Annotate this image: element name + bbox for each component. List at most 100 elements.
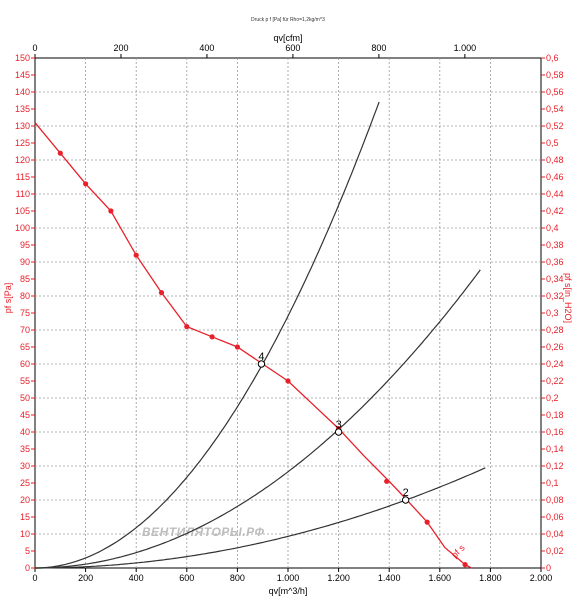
y-left-tick-label: 45 bbox=[20, 410, 30, 420]
x-bottom-tick-label: 2.000 bbox=[530, 573, 553, 583]
y-right-tick-label: 0,06 bbox=[546, 512, 564, 522]
y-right-tick-label: 0 bbox=[546, 563, 551, 573]
y-right-tick-label: 0,46 bbox=[546, 172, 564, 182]
y-right-tick-label: 0,44 bbox=[546, 189, 564, 199]
y-left-tick-label: 65 bbox=[20, 342, 30, 352]
x-top-tick-label: 1.000 bbox=[454, 43, 477, 53]
watermark-text: ВЕНТИЛЯТОРЫ.РФ bbox=[142, 525, 265, 539]
y-left-tick-label: 125 bbox=[15, 138, 30, 148]
y-right-tick-label: 0,38 bbox=[546, 240, 564, 250]
y-right-tick-label: 0,5 bbox=[546, 138, 559, 148]
y-left-tick-label: 55 bbox=[20, 376, 30, 386]
x-bottom-tick-label: 1.800 bbox=[479, 573, 502, 583]
fan-curve-marker bbox=[133, 252, 139, 258]
y-left-tick-label: 140 bbox=[15, 87, 30, 97]
y-right-tick-label: 0,48 bbox=[546, 155, 564, 165]
y-right-tick-label: 0,1 bbox=[546, 478, 559, 488]
y-left-tick-label: 100 bbox=[15, 223, 30, 233]
x-bottom-tick-label: 400 bbox=[129, 573, 144, 583]
x-top-tick-label: 0 bbox=[32, 43, 37, 53]
y-left-tick-label: 40 bbox=[20, 427, 30, 437]
y-right-tick-label: 0,58 bbox=[546, 70, 564, 80]
x-top-tick-label: 600 bbox=[285, 43, 300, 53]
x-bottom-tick-label: 1.200 bbox=[327, 573, 350, 583]
y-right-tick-label: 0,16 bbox=[546, 427, 564, 437]
y-left-tick-label: 50 bbox=[20, 393, 30, 403]
fan-curve-marker bbox=[83, 181, 89, 187]
y-right-tick-label: 0,3 bbox=[546, 308, 559, 318]
fan-curve-marker bbox=[158, 290, 165, 296]
y-left-tick-label: 135 bbox=[15, 104, 30, 114]
y-right-tick-label: 0,24 bbox=[546, 359, 564, 369]
x-bottom-tick-label: 600 bbox=[179, 573, 194, 583]
x-top-tick-label: 800 bbox=[371, 43, 386, 53]
x-axis-top-label: qv[cfm] bbox=[273, 33, 302, 43]
y-left-tick-label: 75 bbox=[20, 308, 30, 318]
y-right-tick-label: 0,08 bbox=[546, 495, 564, 505]
y-left-tick-label: 10 bbox=[20, 529, 30, 539]
y-right-tick-label: 0,28 bbox=[546, 325, 564, 335]
fan-curve-marker bbox=[285, 378, 291, 384]
y-right-tick-label: 0,34 bbox=[546, 274, 564, 284]
x-top-tick-label: 200 bbox=[113, 43, 128, 53]
y-left-tick-label: 95 bbox=[20, 240, 30, 250]
y-right-tick-label: 0,52 bbox=[546, 121, 564, 131]
fan-curve-marker bbox=[108, 208, 114, 214]
y-left-tick-label: 110 bbox=[16, 189, 30, 199]
system-curve-2 bbox=[35, 467, 486, 569]
fan-curve-marker bbox=[57, 150, 63, 156]
operating-points: 4 3 2 bbox=[257, 351, 410, 504]
y-left-tick-label: 35 bbox=[20, 444, 30, 454]
y-left-tick-label: 85 bbox=[20, 274, 30, 284]
system-curve-3 bbox=[35, 269, 481, 569]
y-right-tick-label: 0,14 bbox=[546, 444, 564, 454]
y-left-tick-label: 115 bbox=[16, 172, 30, 182]
axis-ticks: 0 200 400 600 800 1.000 1.200 1.400 1.600 1.800 2.… bbox=[15, 43, 564, 583]
y-left-tick-label: 60 bbox=[20, 359, 30, 369]
x-axis-bottom-label: qv[m^3/h] bbox=[269, 586, 308, 596]
chart-title: Druck p f [Pa] für Rho=1,2kg/m^3 bbox=[251, 17, 325, 23]
y-left-tick-label: 120 bbox=[15, 155, 30, 165]
y-right-tick-label: 0,26 bbox=[546, 342, 564, 352]
operating-point-2 bbox=[401, 496, 410, 504]
x-bottom-tick-label: 1.000 bbox=[277, 573, 300, 583]
y-right-tick-label: 0,02 bbox=[546, 546, 564, 556]
y-right-tick-label: 0,56 bbox=[546, 87, 564, 97]
fan-curve-marker bbox=[462, 562, 468, 568]
y-left-tick-label: 5 bbox=[25, 546, 30, 556]
fan-curve-marker bbox=[424, 519, 430, 525]
y-left-tick-label: 130 bbox=[15, 121, 30, 131]
y-left-tick-label: 0 bbox=[25, 563, 30, 573]
y-axis-right-label: pf s[in_H2O] bbox=[563, 273, 573, 323]
y-left-tick-label: 70 bbox=[20, 325, 30, 335]
y-left-tick-label: 105 bbox=[15, 206, 30, 216]
y-left-tick-label: 150 bbox=[15, 53, 30, 63]
y-right-tick-label: 0,42 bbox=[546, 206, 564, 216]
y-axis-left-label: pf s[Pa] bbox=[3, 283, 13, 314]
y-right-tick-label: 0,04 bbox=[546, 529, 564, 539]
fan-curve-marker bbox=[209, 334, 215, 340]
y-left-tick-label: 20 bbox=[20, 495, 30, 505]
y-right-tick-label: 0,6 bbox=[546, 53, 559, 63]
y-right-tick-label: 0,12 bbox=[546, 461, 564, 471]
y-right-tick-label: 0,36 bbox=[546, 257, 564, 267]
y-right-tick-label: 0,54 bbox=[546, 104, 564, 114]
x-bottom-tick-label: 1.600 bbox=[429, 573, 452, 583]
fan-curve-marker bbox=[384, 478, 390, 484]
operating-point-4 bbox=[257, 360, 266, 368]
y-right-tick-label: 0,2 bbox=[546, 393, 559, 403]
x-bottom-tick-label: 0 bbox=[32, 573, 37, 583]
y-left-tick-label: 80 bbox=[20, 291, 30, 301]
x-bottom-tick-label: 800 bbox=[230, 573, 245, 583]
y-left-tick-label: 145 bbox=[15, 70, 30, 80]
operating-point-label-3: 3 bbox=[336, 419, 342, 431]
x-bottom-tick-label: 1.400 bbox=[378, 573, 401, 583]
y-left-tick-label: 25 bbox=[20, 478, 30, 488]
curves: pf s bbox=[34, 101, 486, 569]
system-curve-4 bbox=[35, 101, 380, 569]
fan-curve-label: pf s bbox=[449, 542, 467, 560]
operating-point-3 bbox=[334, 428, 343, 436]
fan-curve-marker bbox=[234, 344, 240, 350]
y-right-tick-label: 0,18 bbox=[546, 410, 564, 420]
